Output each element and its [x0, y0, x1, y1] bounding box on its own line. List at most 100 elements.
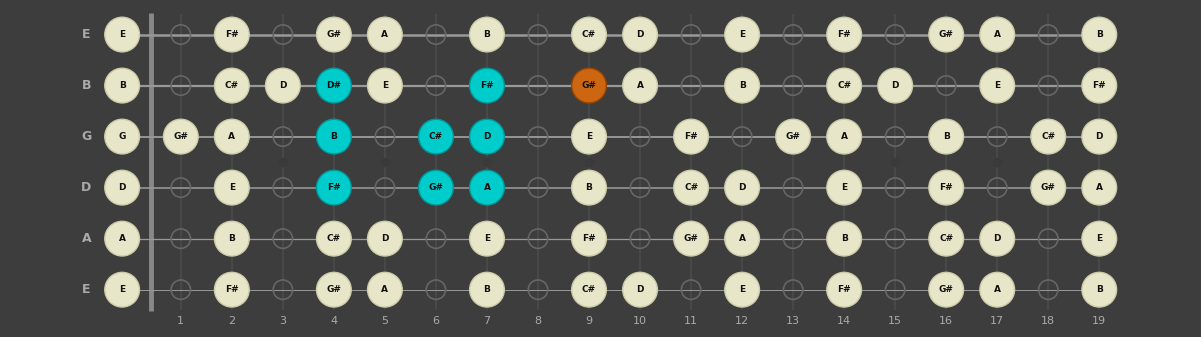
- Text: C#: C#: [225, 81, 239, 90]
- Text: G#: G#: [785, 132, 801, 141]
- Circle shape: [572, 272, 607, 307]
- Circle shape: [572, 17, 607, 52]
- Text: G#: G#: [939, 30, 954, 39]
- Circle shape: [928, 119, 963, 154]
- Circle shape: [928, 170, 963, 205]
- Text: F#: F#: [837, 30, 852, 39]
- Text: 1: 1: [178, 316, 184, 326]
- Circle shape: [826, 68, 861, 103]
- Text: E: E: [382, 81, 388, 90]
- Text: C#: C#: [429, 132, 443, 141]
- Text: F#: F#: [225, 30, 239, 39]
- Circle shape: [928, 221, 963, 256]
- Text: F#: F#: [837, 285, 852, 294]
- Text: D: D: [119, 183, 126, 192]
- Text: A: A: [637, 81, 644, 90]
- Text: B: B: [586, 183, 592, 192]
- Circle shape: [674, 170, 709, 205]
- Circle shape: [826, 221, 861, 256]
- Text: E: E: [1097, 234, 1103, 243]
- Circle shape: [419, 119, 453, 154]
- Circle shape: [928, 17, 963, 52]
- Circle shape: [104, 17, 139, 52]
- Text: G#: G#: [327, 30, 341, 39]
- Circle shape: [980, 17, 1015, 52]
- Text: B: B: [119, 81, 126, 90]
- Text: A: A: [382, 30, 388, 39]
- Circle shape: [104, 119, 139, 154]
- Circle shape: [317, 272, 351, 307]
- Circle shape: [215, 119, 249, 154]
- Circle shape: [1082, 170, 1117, 205]
- Circle shape: [215, 170, 249, 205]
- Circle shape: [572, 68, 607, 103]
- Circle shape: [980, 272, 1015, 307]
- Text: A: A: [993, 30, 1000, 39]
- Circle shape: [826, 272, 861, 307]
- Text: G#: G#: [327, 285, 341, 294]
- Circle shape: [104, 272, 139, 307]
- Circle shape: [1082, 119, 1117, 154]
- Text: G: G: [119, 132, 126, 141]
- Text: D: D: [381, 234, 389, 243]
- Circle shape: [215, 221, 249, 256]
- Text: 2: 2: [228, 316, 235, 326]
- Circle shape: [826, 119, 861, 154]
- Text: A: A: [484, 183, 490, 192]
- Text: D: D: [891, 81, 898, 90]
- Circle shape: [215, 17, 249, 52]
- Text: E: E: [739, 30, 745, 39]
- Circle shape: [674, 221, 709, 256]
- Circle shape: [368, 68, 402, 103]
- Circle shape: [878, 68, 913, 103]
- Text: F#: F#: [480, 81, 494, 90]
- Circle shape: [470, 68, 504, 103]
- Text: G#: G#: [429, 183, 443, 192]
- Text: G#: G#: [683, 234, 699, 243]
- Text: F#: F#: [327, 183, 341, 192]
- Text: A: A: [993, 285, 1000, 294]
- Text: E: E: [484, 234, 490, 243]
- Circle shape: [265, 68, 300, 103]
- Text: G#: G#: [939, 285, 954, 294]
- Text: 9: 9: [585, 316, 592, 326]
- Text: 4: 4: [330, 316, 337, 326]
- Text: 11: 11: [685, 316, 698, 326]
- Circle shape: [622, 68, 657, 103]
- Circle shape: [215, 68, 249, 103]
- Text: D: D: [1095, 132, 1103, 141]
- Text: 7: 7: [484, 316, 490, 326]
- Circle shape: [215, 272, 249, 307]
- Circle shape: [1030, 170, 1065, 205]
- Text: E: E: [586, 132, 592, 141]
- Text: B: B: [484, 30, 490, 39]
- Circle shape: [826, 170, 861, 205]
- Text: F#: F#: [582, 234, 596, 243]
- Circle shape: [317, 221, 351, 256]
- Circle shape: [470, 170, 504, 205]
- Text: D: D: [82, 181, 91, 194]
- Circle shape: [724, 170, 759, 205]
- Text: A: A: [841, 132, 848, 141]
- Circle shape: [572, 170, 607, 205]
- Text: F#: F#: [939, 183, 954, 192]
- Text: E: E: [82, 28, 90, 41]
- Text: D: D: [739, 183, 746, 192]
- Text: C#: C#: [837, 81, 852, 90]
- Circle shape: [724, 272, 759, 307]
- Text: F#: F#: [225, 285, 239, 294]
- Circle shape: [724, 17, 759, 52]
- Circle shape: [368, 221, 402, 256]
- Text: A: A: [382, 285, 388, 294]
- Text: B: B: [82, 79, 91, 92]
- Text: D: D: [637, 285, 644, 294]
- Text: B: B: [1095, 30, 1103, 39]
- Text: B: B: [943, 132, 950, 141]
- Text: E: E: [119, 30, 125, 39]
- Text: D: D: [483, 132, 491, 141]
- Text: G#: G#: [581, 81, 597, 90]
- Text: D: D: [279, 81, 287, 90]
- Circle shape: [368, 17, 402, 52]
- Circle shape: [980, 68, 1015, 103]
- Circle shape: [368, 272, 402, 307]
